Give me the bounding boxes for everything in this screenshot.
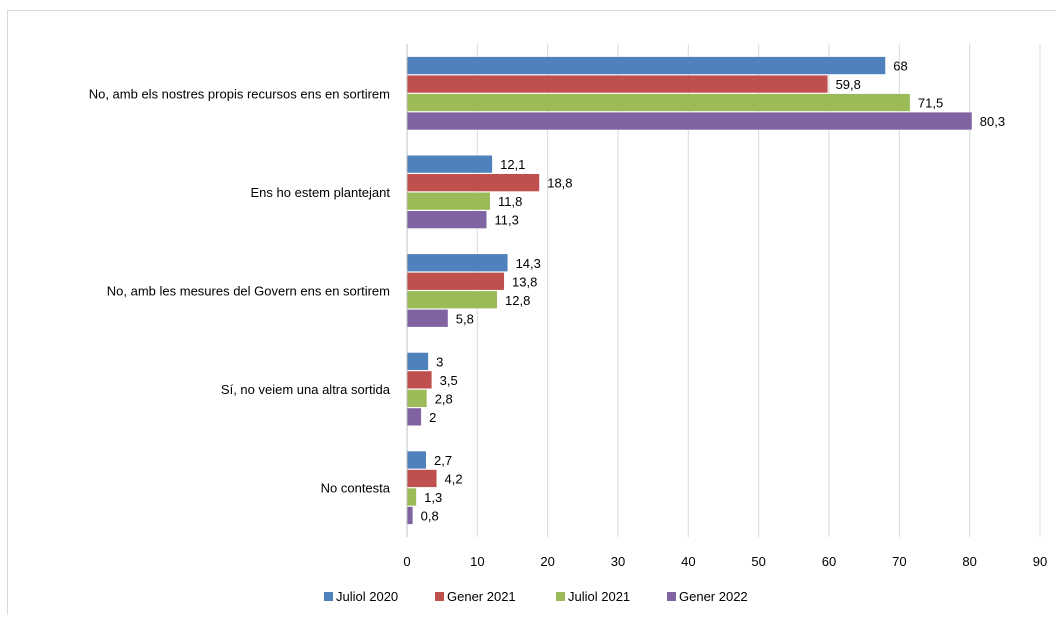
data-label: 59,8 bbox=[836, 77, 861, 92]
bar bbox=[407, 112, 972, 130]
bar bbox=[407, 469, 437, 488]
data-label: 0,8 bbox=[421, 508, 439, 523]
data-label: 1,3 bbox=[424, 490, 442, 505]
x-tick-label: 70 bbox=[892, 554, 906, 569]
legend-swatch bbox=[556, 592, 565, 601]
category-label: No, amb els nostres propis recursos ens … bbox=[89, 86, 390, 101]
x-tick-label: 60 bbox=[822, 554, 836, 569]
bar bbox=[407, 155, 493, 173]
data-label: 2,7 bbox=[434, 453, 452, 468]
bar bbox=[407, 451, 426, 469]
data-label: 2 bbox=[429, 410, 436, 425]
data-label: 5,8 bbox=[456, 311, 474, 326]
x-tick-label: 30 bbox=[611, 554, 625, 569]
bar bbox=[407, 371, 432, 389]
data-label: 18,8 bbox=[547, 176, 572, 191]
x-tick-label: 10 bbox=[470, 554, 484, 569]
category-label: Sí, no veiem una altra sortida bbox=[221, 382, 391, 397]
bar bbox=[407, 254, 508, 272]
bar bbox=[407, 291, 498, 309]
bar bbox=[407, 488, 417, 506]
chart-frame bbox=[7, 10, 1056, 615]
x-tick-label: 90 bbox=[1033, 554, 1047, 569]
legend-label: Juliol 2021 bbox=[568, 589, 630, 604]
bar bbox=[407, 174, 540, 192]
legend-swatch bbox=[324, 592, 333, 601]
x-tick-label: 40 bbox=[681, 554, 695, 569]
x-tick-label: 80 bbox=[962, 554, 976, 569]
legend-swatch bbox=[667, 592, 676, 601]
bar bbox=[407, 211, 487, 229]
category-label: Ens ho estem plantejant bbox=[251, 185, 391, 200]
data-label: 80,3 bbox=[980, 114, 1005, 129]
bar bbox=[407, 408, 422, 426]
bar bbox=[407, 272, 505, 290]
x-tick-label: 0 bbox=[403, 554, 410, 569]
bar bbox=[407, 352, 429, 370]
data-label: 3 bbox=[436, 354, 443, 369]
data-label: 11,3 bbox=[494, 213, 518, 228]
x-tick-label: 20 bbox=[540, 554, 554, 569]
data-label: 14,3 bbox=[516, 256, 541, 271]
data-label: 3,5 bbox=[440, 373, 458, 388]
data-label: 68 bbox=[893, 59, 907, 74]
data-label: 71,5 bbox=[918, 96, 943, 111]
category-label: No contesta bbox=[321, 481, 391, 496]
bar bbox=[407, 192, 490, 210]
data-label: 13,8 bbox=[512, 274, 537, 289]
bar bbox=[407, 93, 910, 112]
bar bbox=[407, 309, 448, 327]
legend-label: Gener 2021 bbox=[447, 589, 516, 604]
data-label: 2,8 bbox=[435, 391, 453, 406]
data-label: 11,8 bbox=[498, 194, 522, 209]
data-label: 12,1 bbox=[500, 157, 525, 172]
legend-swatch bbox=[435, 592, 444, 601]
bar bbox=[407, 75, 828, 93]
legend-label: Juliol 2020 bbox=[336, 589, 398, 604]
bar bbox=[407, 506, 413, 525]
bar bbox=[407, 389, 427, 407]
bar bbox=[407, 56, 886, 75]
category-label: No, amb les mesures del Govern ens en so… bbox=[107, 284, 390, 299]
data-label: 4,2 bbox=[445, 471, 463, 486]
x-tick-label: 50 bbox=[751, 554, 765, 569]
data-label: 12,8 bbox=[505, 293, 530, 308]
legend-label: Gener 2022 bbox=[679, 589, 748, 604]
